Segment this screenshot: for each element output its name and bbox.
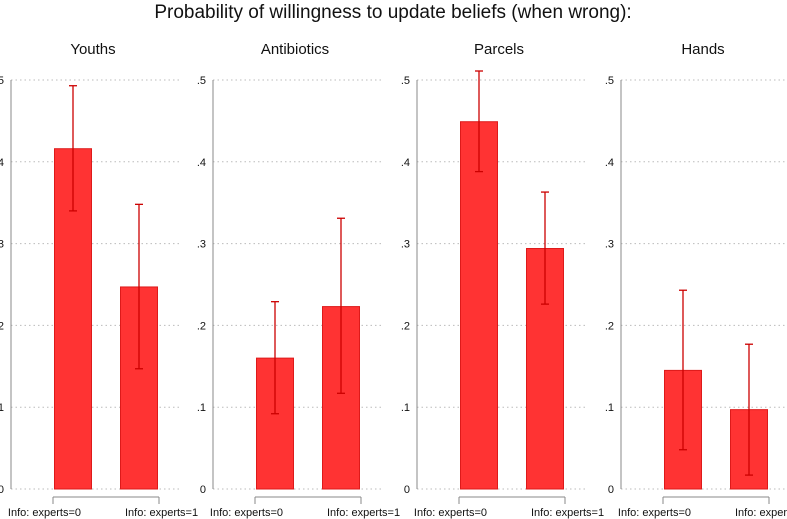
y-tick-label: .1: [605, 402, 614, 414]
y-tick-label: .3: [605, 239, 614, 251]
panels-group: Youths 0 .1 .2 .3 .4 .5 Info: experts=0 Info: ex…: [0, 41, 787, 519]
y-tick-label: .5: [401, 75, 410, 87]
chart-title: Probability of willingness to update bel…: [154, 2, 631, 23]
y-tick-label: 0: [608, 484, 614, 496]
panel-title: Parcels: [474, 41, 524, 58]
panel-title: Hands: [681, 41, 724, 58]
x-tick-label: Info: experts=1: [125, 507, 198, 519]
y-tick-label: .1: [401, 402, 410, 414]
y-tick-label: .2: [605, 320, 614, 332]
y-tick-label: .1: [0, 402, 4, 414]
y-tick-label: .2: [401, 320, 410, 332]
x-tick-label: Info: experts=0: [210, 507, 283, 519]
y-tick-label: .4: [605, 157, 614, 169]
y-tick-label: .4: [401, 157, 410, 169]
panel-title: Antibiotics: [261, 41, 329, 58]
panel-parcels: Parcels 0 .1 .2 .3 .4 .5 Info: experts=0 Info: e…: [401, 41, 604, 519]
y-tick-label: .2: [0, 320, 4, 332]
x-tick-label: Info: experts=0: [414, 507, 487, 519]
panel-hands: Hands 0 .1 .2 .3 .4 .5 Info: experts=0 Info: exp…: [605, 41, 787, 519]
x-tick-label: Info: experts=0: [618, 507, 691, 519]
y-tick-label: .2: [197, 320, 206, 332]
x-tick-label: Info: experts=1: [327, 507, 400, 519]
x-tick-label: Info: experts=1: [735, 507, 787, 519]
panel-antibiotics: Antibiotics 0 .1 .2 .3 .4 .5 Info: experts=0 Inf…: [197, 41, 400, 519]
y-tick-label: .5: [605, 75, 614, 87]
y-tick-label: .4: [197, 157, 206, 169]
bar: [460, 121, 498, 490]
y-tick-label: 0: [404, 484, 410, 496]
y-tick-label: 0: [200, 484, 206, 496]
x-tick-label: Info: experts=1: [531, 507, 604, 519]
y-tick-label: 0: [0, 484, 4, 496]
panel-youths: Youths 0 .1 .2 .3 .4 .5 Info: experts=0 Info: ex…: [0, 41, 198, 519]
y-tick-label: .1: [197, 402, 206, 414]
panel-title: Youths: [70, 41, 115, 58]
y-tick-label: .4: [0, 157, 4, 169]
x-tick-label: Info: experts=0: [8, 507, 81, 519]
y-tick-label: .3: [197, 239, 206, 251]
y-tick-label: .5: [0, 75, 4, 87]
y-tick-label: .3: [0, 239, 4, 251]
y-tick-label: .3: [401, 239, 410, 251]
y-tick-label: .5: [197, 75, 206, 87]
